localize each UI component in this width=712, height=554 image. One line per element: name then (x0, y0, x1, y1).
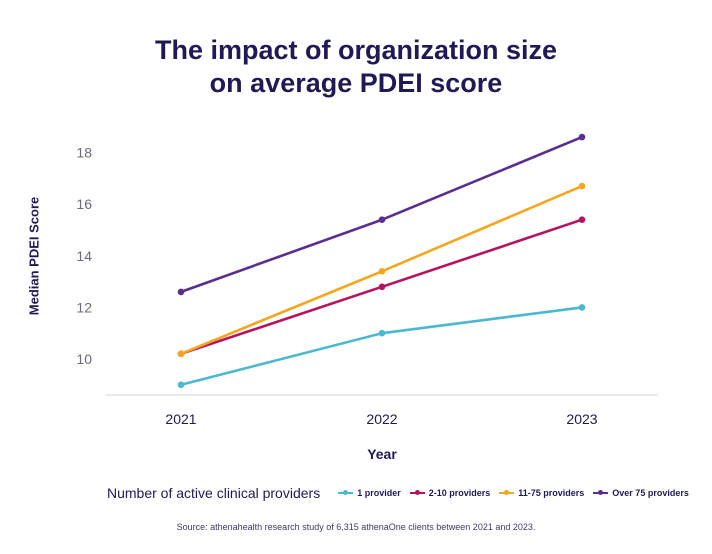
x-axis-label: Year (367, 446, 397, 462)
data-point-over-75-providers (578, 133, 586, 141)
chart-title: The impact of organization size on avera… (0, 34, 712, 100)
legend-swatch-icon (409, 490, 425, 495)
legend-item-over-75-providers: Over 75 providers (593, 488, 689, 498)
y-tick-label: 10 (76, 351, 92, 367)
legend-swatch-icon (499, 490, 515, 495)
data-point-2-10-providers (378, 283, 386, 291)
source-note: Source: athenahealth research study of 6… (176, 522, 536, 532)
legend: Number of active clinical providers 1 pr… (107, 485, 698, 501)
legend-item-2-10-providers: 2-10 providers (409, 488, 491, 498)
legend-label: 1 provider (357, 488, 401, 498)
data-point-over-75-providers (177, 288, 185, 296)
legend-label: Over 75 providers (612, 488, 689, 498)
legend-title: Number of active clinical providers (107, 485, 321, 501)
data-point-1-provider (378, 329, 386, 337)
x-tick-label: 2023 (566, 411, 597, 427)
data-point-11-75-providers (378, 268, 386, 275)
y-tick-label: 14 (76, 248, 92, 264)
data-point-2-10-providers (578, 216, 586, 223)
y-axis-label: Median PDEI Score (26, 196, 42, 316)
y-tick-label: 16 (76, 196, 92, 212)
data-point-1-provider (578, 304, 586, 311)
legend-item-1-provider: 1 provider (338, 488, 401, 498)
data-point-1-provider (177, 381, 185, 389)
legend-label: 11-75 providers (518, 488, 585, 498)
x-tick-label: 2022 (366, 411, 397, 427)
y-tick-label: 12 (76, 299, 92, 315)
y-tick-label: 18 (76, 145, 92, 161)
legend-item-11-75-providers: 11-75 providers (499, 488, 584, 498)
x-tick-label: 2021 (165, 411, 196, 427)
chart-title-line-2: on average PDEI score (209, 68, 503, 98)
chart-title-line-1: The impact of organization size (154, 35, 558, 65)
series-line-1-provider (179, 306, 584, 387)
data-point-over-75-providers (378, 216, 386, 223)
legend-swatch-icon (338, 490, 354, 495)
legend-swatch-icon (593, 490, 609, 495)
legend-label: 2-10 providers (428, 488, 491, 498)
data-point-11-75-providers (578, 182, 586, 190)
data-point-11-75-providers (177, 350, 185, 358)
